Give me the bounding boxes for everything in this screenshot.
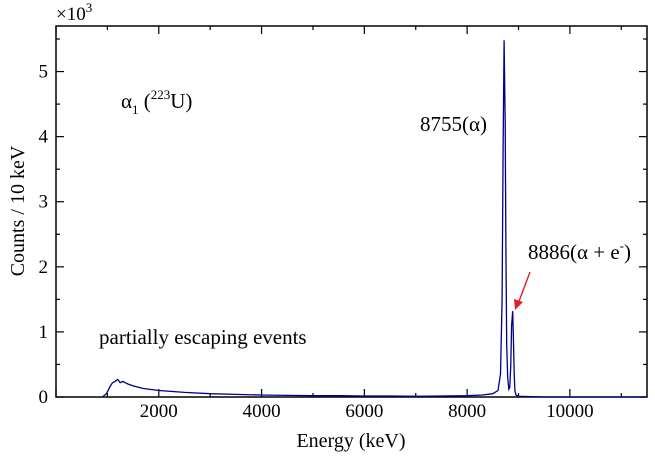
x-tick-label: 4000 <box>243 401 281 422</box>
y-tick-label: 3 <box>39 192 49 213</box>
y-axis-label: Counts / 10 keV <box>7 145 29 276</box>
peak-arrow <box>514 271 531 310</box>
y-tick-label: 5 <box>39 62 49 83</box>
peak-8886-label: 8886(α + e-) <box>528 238 631 264</box>
x-tick-label: 8000 <box>448 401 486 422</box>
y-tick-label: 1 <box>39 322 49 343</box>
x-tick-label: 10000 <box>546 401 594 422</box>
peak-8755-label: 8755(α) <box>420 112 487 136</box>
continuum-label: partially escaping events <box>99 325 307 349</box>
x-axis-label: Energy (keV) <box>296 430 405 452</box>
y-tick-label: 2 <box>39 257 49 278</box>
plot-frame <box>55 25 648 398</box>
series-line <box>101 40 647 398</box>
x-tick-label: 2000 <box>140 401 178 422</box>
isotope-label: α1 (223U) <box>121 87 192 117</box>
y-tick-label: 4 <box>39 127 49 148</box>
y-tick-label: 0 <box>39 387 49 408</box>
y-tick-labels: 0 1 2 3 4 5 <box>39 62 49 408</box>
y-multiplier: ×103 <box>56 0 92 25</box>
x-tick-labels: 2000 4000 6000 8000 10000 <box>140 401 594 422</box>
x-tick-label: 6000 <box>345 401 383 422</box>
